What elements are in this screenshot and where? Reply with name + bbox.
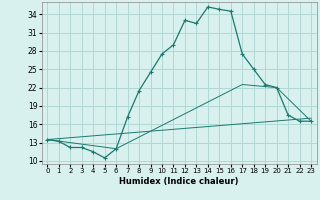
X-axis label: Humidex (Indice chaleur): Humidex (Indice chaleur)	[119, 177, 239, 186]
